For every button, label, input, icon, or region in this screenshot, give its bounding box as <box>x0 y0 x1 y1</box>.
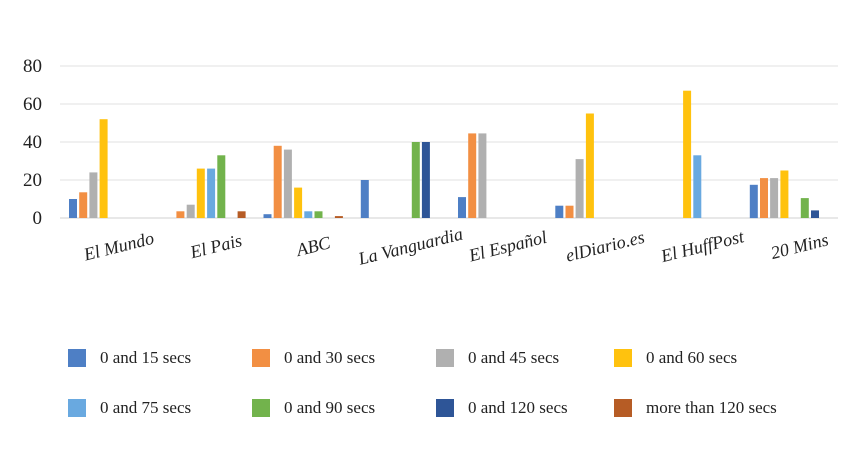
bar <box>69 199 77 218</box>
x-tick-label: El Pais <box>187 230 244 262</box>
bar <box>800 198 809 218</box>
y-tick-label: 60 <box>23 94 42 115</box>
bar <box>186 204 195 218</box>
bar <box>283 149 292 218</box>
x-tick-label: El Mundo <box>81 228 156 265</box>
y-tick-label: 80 <box>23 56 42 77</box>
bar <box>458 197 466 218</box>
bar <box>217 155 226 218</box>
y-tick-label: 20 <box>23 170 42 191</box>
bar <box>468 133 477 218</box>
bar <box>478 133 487 218</box>
bar <box>196 168 205 218</box>
bar <box>314 211 323 218</box>
y-axis-ticks: 0 20 40 60 80 <box>23 56 42 229</box>
y-tick-label: 40 <box>23 132 42 153</box>
bar <box>334 216 343 218</box>
bar <box>421 142 430 218</box>
bar <box>770 178 779 218</box>
bar <box>79 192 88 218</box>
y-tick-label: 0 <box>33 208 43 229</box>
bar <box>811 210 819 218</box>
bar <box>693 155 702 218</box>
x-tick-label: elDiario.es <box>564 227 647 266</box>
x-tick-label: El Español <box>466 227 549 266</box>
x-tick-label: 20 Mins <box>769 229 831 263</box>
bar <box>575 159 584 218</box>
gridlines <box>60 65 838 219</box>
bar <box>273 145 282 218</box>
bar <box>683 90 692 218</box>
bar <box>565 205 574 218</box>
bars <box>69 90 819 219</box>
bar <box>237 211 246 218</box>
x-tick-label: El HuffPost <box>658 226 747 266</box>
bar <box>411 142 420 218</box>
bar <box>555 205 564 218</box>
bar <box>360 180 369 218</box>
bar <box>99 119 108 218</box>
bar <box>585 113 594 218</box>
x-axis-labels: El Mundo El Pais ABC La Vanguardia El Españo… <box>81 224 831 269</box>
bar <box>207 168 216 218</box>
bar <box>304 211 313 218</box>
x-tick-label: La Vanguardia <box>355 224 464 269</box>
x-tick-label: ABC <box>293 232 333 260</box>
bar <box>89 172 98 218</box>
bar <box>263 214 272 218</box>
bar <box>760 178 768 218</box>
bar <box>176 211 185 218</box>
bar <box>780 170 789 218</box>
bar <box>749 184 758 219</box>
bar <box>294 187 303 218</box>
